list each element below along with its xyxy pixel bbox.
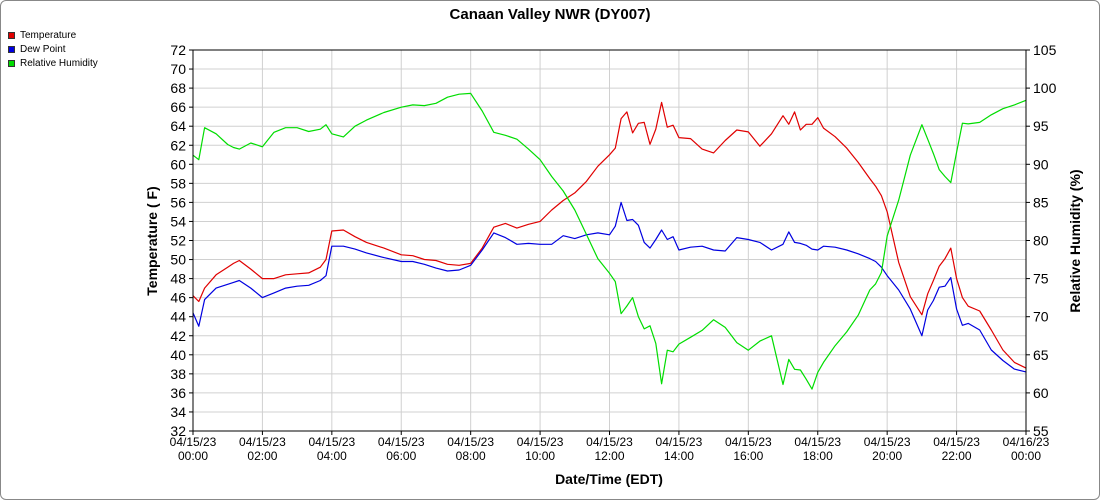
y2-tick-label: 70	[1033, 309, 1049, 325]
x-tick-label-time: 08:00	[456, 449, 486, 463]
y2-tick-label: 60	[1033, 385, 1049, 401]
x-tick-label-time: 00:00	[178, 449, 208, 463]
series-line-relative-humidity	[192, 92, 1027, 390]
legend-swatch	[8, 45, 15, 53]
x-tick-label-time: 10:00	[525, 449, 555, 463]
y-tick-label: 50	[170, 252, 186, 268]
x-tick-label-date: 04/15/23	[794, 435, 841, 449]
x-tick-label-date: 04/15/23	[170, 435, 217, 449]
y2-tick-label: 85	[1033, 194, 1049, 210]
x-tick-label-time: 06:00	[386, 449, 416, 463]
y-tick-label: 56	[170, 194, 186, 210]
y-tick-label: 42	[170, 328, 186, 344]
y-tick-label: 72	[170, 42, 186, 58]
y2-tick-label: 75	[1033, 271, 1049, 287]
y2-tick-label: 55	[1033, 423, 1049, 439]
x-tick-label-date: 04/15/23	[447, 435, 494, 449]
y2-tick-label: 105	[1033, 42, 1057, 58]
x-tick-label-date: 04/15/23	[239, 435, 286, 449]
chart-title: Canaan Valley NWR (DY007)	[450, 6, 651, 23]
legend-label: Relative Humidity	[20, 57, 98, 69]
x-tick-label-date: 04/15/23	[517, 435, 564, 449]
x-tick-label-time: 00:00	[1011, 449, 1041, 463]
y-tick-label: 44	[170, 309, 186, 325]
x-tick-label-time: 18:00	[803, 449, 833, 463]
legend-swatch	[8, 31, 15, 39]
y-tick-label: 70	[170, 61, 186, 77]
series-line-temperature	[192, 101, 1027, 369]
legend-item: Relative Humidity	[8, 56, 98, 70]
x-axis-label: Date/Time (EDT)	[555, 471, 663, 487]
x-tick-label-date: 04/15/23	[308, 435, 355, 449]
y-tick-label: 48	[170, 271, 186, 287]
plot-area-border	[192, 49, 1027, 432]
y-tick-label: 54	[170, 213, 186, 229]
x-tick-label-time: 12:00	[594, 449, 624, 463]
y-tick-label: 40	[170, 347, 186, 363]
x-tick-label-date: 04/15/23	[586, 435, 633, 449]
x-tick-label-time: 04:00	[317, 449, 347, 463]
y-tick-label: 62	[170, 137, 186, 153]
y2-tick-label: 100	[1033, 80, 1057, 96]
y2-tick-label: 80	[1033, 233, 1049, 249]
legend-swatch	[8, 59, 15, 67]
y2-tick-label: 65	[1033, 347, 1049, 363]
legend-item: Dew Point	[8, 42, 98, 56]
y-tick-label: 32	[170, 423, 186, 439]
x-tick-label-date: 04/15/23	[725, 435, 772, 449]
y2-tick-label: 90	[1033, 156, 1049, 172]
legend: Temperature Dew Point Relative Humidity	[8, 28, 98, 70]
y-axis-label: Temperature ( F)	[144, 186, 160, 295]
y-tick-label: 64	[170, 118, 186, 134]
y-tick-label: 68	[170, 80, 186, 96]
y-tick-label: 66	[170, 99, 186, 115]
x-tick-label-time: 20:00	[872, 449, 902, 463]
legend-label: Temperature	[20, 29, 77, 41]
grid	[192, 49, 1027, 432]
y-tick-label: 34	[170, 404, 186, 420]
x-tick-label-time: 02:00	[247, 449, 277, 463]
y-tick-label: 52	[170, 233, 186, 249]
y-tick-label: 46	[170, 290, 186, 306]
series-line-dew-point	[192, 201, 1027, 373]
y-tick-label: 58	[170, 175, 186, 191]
x-tick-label-time: 14:00	[664, 449, 694, 463]
y2-axis-label: Relative Humidity (%)	[1067, 169, 1083, 312]
y-tick-label: 60	[170, 156, 186, 172]
series-lines	[192, 92, 1027, 390]
x-tick-label-time: 16:00	[733, 449, 763, 463]
y-tick-label: 38	[170, 366, 186, 382]
x-tick-label-date: 04/16/23	[1003, 435, 1050, 449]
x-tick-label-date: 04/15/23	[864, 435, 911, 449]
x-tick-label-date: 04/15/23	[378, 435, 425, 449]
y2-tick-label: 95	[1033, 118, 1049, 134]
x-tick-label-time: 22:00	[942, 449, 972, 463]
y-tick-label: 36	[170, 385, 186, 401]
x-tick-label-date: 04/15/23	[933, 435, 980, 449]
axes: 32 34 36 38 40 42 44 46 48 50 52 54 56 58 60 62 64 66 68 70…	[170, 42, 1057, 463]
legend-item: Temperature	[8, 28, 98, 42]
x-tick-label-date: 04/15/23	[656, 435, 703, 449]
legend-label: Dew Point	[20, 43, 66, 55]
